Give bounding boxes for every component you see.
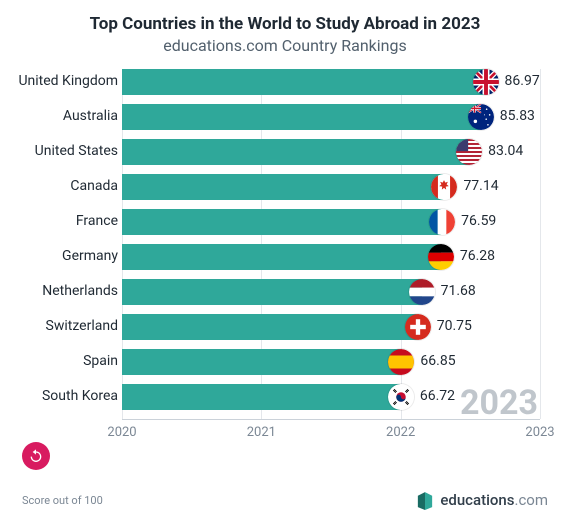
score-value: 83.04 [488,143,523,159]
chart-subtitle: educations.com Country Rankings [22,36,548,55]
score-bar [122,314,418,340]
flag-icon [388,384,414,410]
score-bar [122,69,486,95]
country-label: South Korea [18,389,118,404]
rewind-icon [28,448,44,464]
flag-icon [405,314,431,340]
score-bar [122,209,442,235]
country-label: Germany [18,249,118,264]
bar-row: Australia85.83 [122,104,540,130]
country-label: Spain [18,354,118,369]
country-label: Canada [18,179,118,194]
score-bar [122,174,444,200]
axis-line [122,419,540,420]
country-label: France [18,214,118,229]
x-axis: 2020202120222023 [122,419,540,447]
rewind-button[interactable] [22,442,50,470]
score-value: 76.28 [460,248,495,264]
country-label: Switzerland [18,319,118,334]
score-bar [122,244,441,270]
score-value: 77.14 [463,178,498,194]
chart-title: Top Countries in the World to Study Abro… [22,14,548,34]
brand-logo: educations.com [416,490,548,510]
flag-icon [468,104,494,130]
bar-row: Netherlands71.68 [122,279,540,305]
score-value: 76.59 [461,213,496,229]
x-axis-tick: 2021 [247,425,276,440]
score-bar [122,139,469,165]
x-axis-tick: 2022 [386,425,415,440]
flag-icon [429,209,455,235]
grid-line [540,69,541,419]
flag-icon [456,139,482,165]
score-bar [122,384,401,410]
score-note: Score out of 100 [22,494,103,507]
bar-row: South Korea66.72 [122,384,540,410]
x-axis-tick: 2020 [107,425,136,440]
score-value: 86.97 [505,73,540,89]
score-value: 66.72 [420,388,455,404]
score-bar [122,279,422,305]
country-label: United Kingdom [18,74,118,89]
brand-name: educations [440,491,514,509]
bar-row: Canada77.14 [122,174,540,200]
score-value: 70.75 [437,318,472,334]
country-label: Australia [18,109,118,124]
score-value: 66.85 [420,353,455,369]
book-icon [416,490,434,510]
bar-row: United Kingdom86.97 [122,69,540,95]
score-bar [122,349,401,375]
flag-icon [409,279,435,305]
infographic-card: Top Countries in the World to Study Abro… [0,0,570,520]
flag-icon [428,244,454,270]
x-axis-tick: 2023 [525,425,554,440]
flag-icon [431,174,457,200]
score-bar [122,104,481,130]
country-label: United States [18,144,118,159]
score-value: 85.83 [500,108,535,124]
score-value: 71.68 [441,283,476,299]
chart-area: 2023 United Kingdom86.97Australia85.83Un… [122,69,540,419]
footer: Score out of 100 educations.com [22,490,548,510]
bar-row: Germany76.28 [122,244,540,270]
bar-row: Switzerland70.75 [122,314,540,340]
flag-icon [473,69,499,95]
bar-row: United States83.04 [122,139,540,165]
brand-suffix: .com [514,491,548,509]
bar-row: Spain66.85 [122,349,540,375]
country-label: Netherlands [18,284,118,299]
flag-icon [388,349,414,375]
bar-row: France76.59 [122,209,540,235]
